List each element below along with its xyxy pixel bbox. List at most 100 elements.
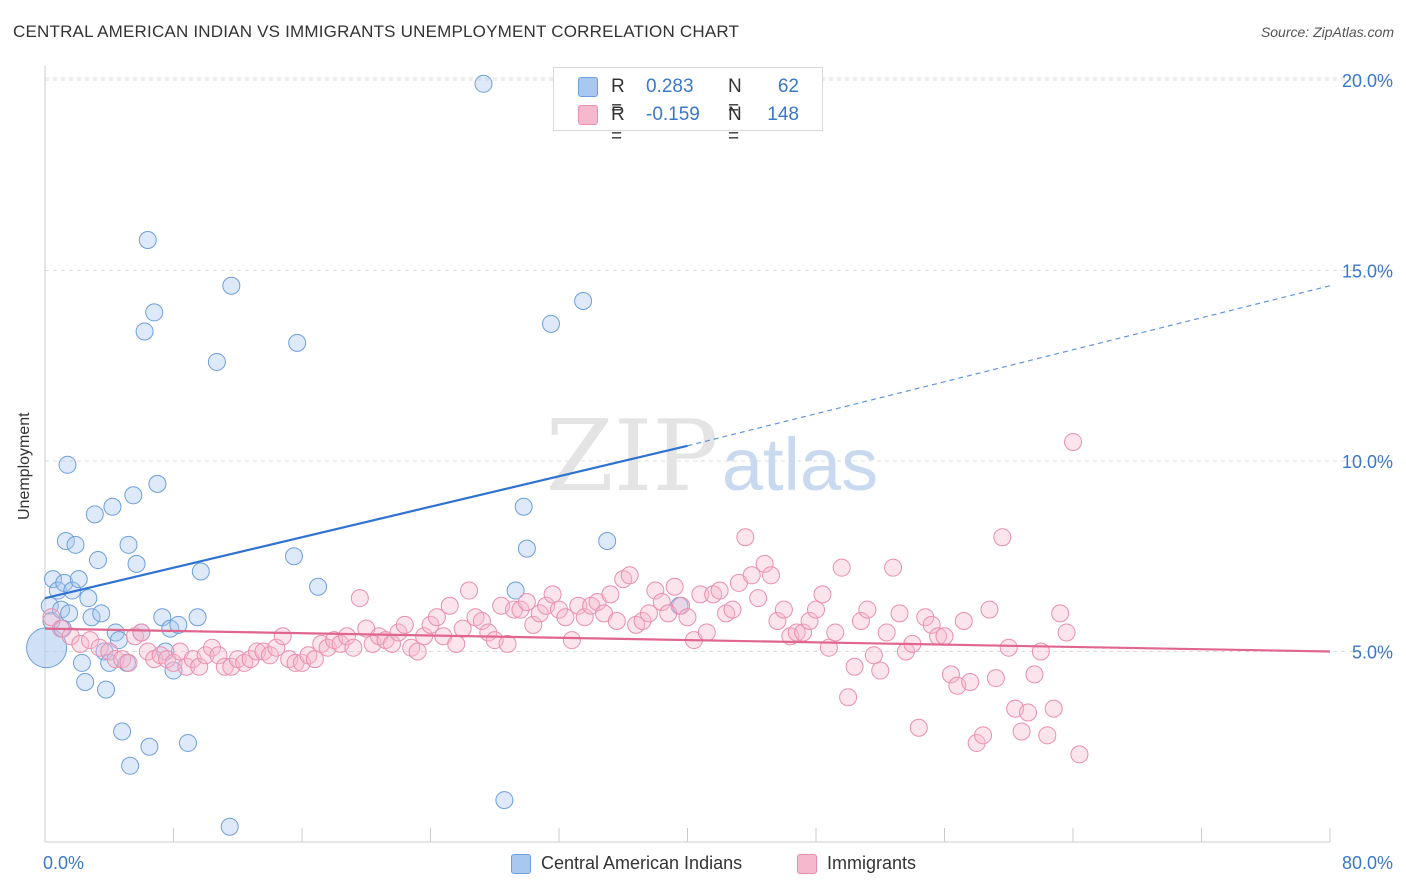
point-immigrants [999,638,1018,657]
point-central-american-indians [135,322,154,341]
point-immigrants [749,589,768,608]
point-central-american-indians [574,291,593,310]
legend-label: Central American Indians [541,853,743,873]
point-immigrants [1038,726,1057,745]
point-immigrants [90,638,109,657]
point-central-american-indians [85,505,104,524]
stats-r-value: -0.159 [646,104,700,125]
point-central-american-indians [207,352,226,371]
point-immigrants [774,600,793,619]
point-immigrants [633,612,652,631]
point-immigrants [447,634,466,653]
point-central-american-indians [76,672,95,691]
point-immigrants [389,623,408,642]
point-immigrants [61,627,80,646]
point-central-american-indians [474,74,493,93]
point-central-american-indians [127,554,146,573]
point-immigrants [511,600,530,619]
point-immigrants [986,669,1005,688]
point-central-american-indians [97,680,116,699]
trend-line-central-american-indians [44,444,688,600]
point-central-american-indians [58,455,77,474]
point-immigrants [710,581,729,600]
point-immigrants [993,528,1012,547]
point-central-american-indians [495,791,514,810]
point-immigrants [1019,703,1038,722]
point-immigrants [209,646,228,665]
point-immigrants [672,596,691,615]
watermark-atlas: atlas [722,423,878,506]
point-immigrants [909,718,928,737]
point-immigrants [961,672,980,691]
point-immigrants [177,657,196,676]
point-central-american-indians [121,756,140,775]
stats-r-value: 0.283 [646,76,694,97]
point-immigrants [877,623,896,642]
point-immigrants [203,638,222,657]
stats-r-label: R = [611,104,625,147]
point-immigrants [922,615,941,634]
point-immigrants [954,612,973,631]
point-immigrants [575,608,594,627]
point-central-american-indians [119,535,138,554]
point-central-american-indians [89,551,108,570]
point-central-american-indians [514,497,533,516]
point-immigrants [196,646,215,665]
point-central-american-indians [66,535,85,554]
point-immigrants [691,585,710,604]
point-immigrants [344,638,363,657]
point-immigrants [980,600,999,619]
point-immigrants [974,726,993,745]
point-immigrants [646,581,665,600]
point-immigrants [851,612,870,631]
point-central-american-indians [598,532,617,551]
point-immigrants [543,585,562,604]
point-central-american-indians [222,276,241,295]
point-immigrants [665,577,684,596]
point-immigrants [794,623,813,642]
point-immigrants [742,566,761,585]
point-immigrants [569,596,588,615]
y-tick-label: 5.0% [1352,643,1393,663]
point-immigrants [260,646,279,665]
point-immigrants [871,661,890,680]
stats-n-label: N = [728,76,742,119]
legend-swatch-blue [511,854,531,874]
point-immigrants [935,627,954,646]
point-central-american-indians [191,562,210,581]
point-immigrants [80,631,99,650]
point-central-american-indians [178,733,197,752]
point-immigrants [1064,432,1082,451]
point-immigrants [460,581,479,600]
y-tick-label: 15.0% [1342,262,1393,282]
x-tick-label-max: 80.0% [1342,853,1393,873]
point-immigrants [132,623,151,642]
point-immigrants [498,634,517,653]
point-central-american-indians [517,539,536,558]
point-immigrants [408,642,427,661]
point-immigrants [839,688,858,707]
point-immigrants [800,612,819,631]
chart-title: CENTRAL AMERICAN INDIAN VS IMMIGRANTS UN… [13,22,740,41]
point-immigrants [864,646,883,665]
trend-line-immigrants [44,627,1331,653]
x-tick-label-min: 0.0% [43,853,84,873]
point-central-american-indians [72,653,91,672]
stats-swatch-blue [578,77,598,97]
trend-line-extension [687,285,1331,447]
point-immigrants [1070,745,1089,764]
stats-box: R = 0.283 N = 62 R = -0.159 N = 148 [553,67,823,147]
point-central-american-indians [145,303,164,322]
watermark-zip: ZIP [546,400,719,514]
point-central-american-indians [188,608,207,627]
point-immigrants [884,558,903,577]
point-immigrants [1044,699,1063,718]
point-immigrants [890,604,909,623]
point-immigrants [530,604,549,623]
y-tick-label: 10.0% [1342,452,1393,472]
point-immigrants [607,612,626,631]
point-central-american-indians [82,608,101,627]
point-immigrants [524,615,543,634]
legend-swatch-pink [797,854,817,874]
